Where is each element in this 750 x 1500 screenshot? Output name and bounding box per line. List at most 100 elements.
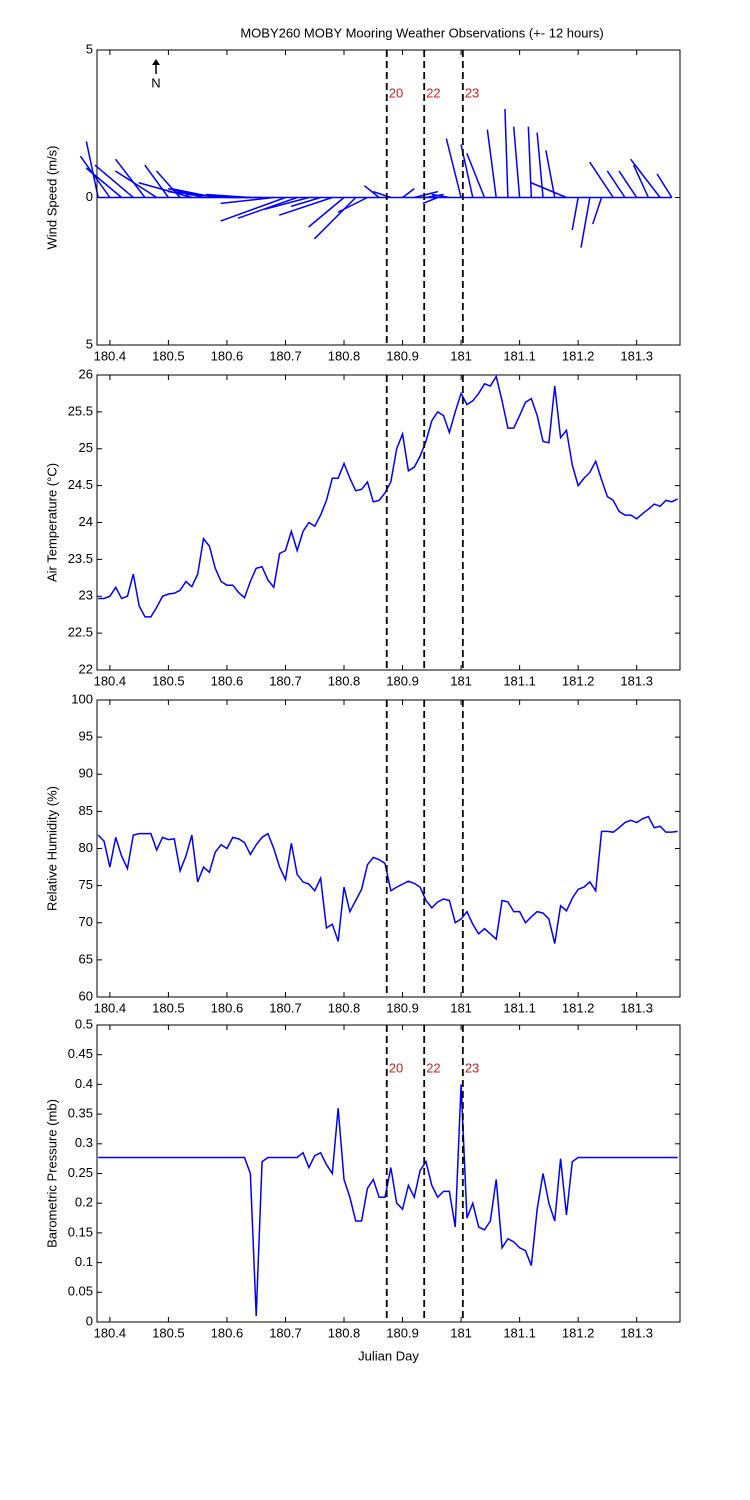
wind-stick [630,158,661,198]
wind-stick [592,197,603,225]
y-tick-label: 23 [79,588,93,603]
y-axis-label: Relative Humidity (%) [44,786,59,911]
x-tick-label: 180.4 [94,673,127,688]
x-tick-label: 180.8 [328,1325,361,1340]
wind-stick [606,170,626,198]
x-tick-label: 181 [450,1000,472,1015]
y-tick-label: 0.25 [68,1165,93,1180]
x-tick-label: 180.8 [328,673,361,688]
wind-stick [290,196,321,208]
wind-stick [486,129,497,198]
event-label: 23 [465,85,479,100]
wind-stick [618,170,638,198]
y-tick-label: 65 [79,951,93,966]
wind-stick [425,193,444,199]
y-tick-label: 0.5 [75,1016,93,1031]
y-tick-label: 5 [86,41,93,56]
data-line [98,1084,678,1317]
y-tick-label: 0.45 [68,1046,93,1061]
y-axis-label: Barometric Pressure (mb) [44,1099,59,1248]
wind-stick [445,138,462,198]
y-tick-label: 23.5 [68,551,93,566]
x-tick-label: 181.1 [503,348,536,363]
wind-stick [278,196,333,216]
x-tick-label: 181.2 [562,1325,595,1340]
event-label: 22 [426,85,440,100]
y-tick-label: 0.1 [75,1254,93,1269]
x-tick-label: 180.4 [94,1000,127,1015]
event-label: 22 [426,1060,440,1075]
x-axis-label: Julian Day [358,1348,419,1363]
wind-stick [220,196,286,222]
x-tick-label: 181.2 [562,348,595,363]
y-tick-label: 80 [79,840,93,855]
y-tick-label: 0.3 [75,1135,93,1150]
x-tick-label: 180.6 [211,1000,244,1015]
wind-stick [402,188,415,199]
y-tick-label: 22 [79,661,93,676]
wind-stick [527,126,533,198]
y-tick-label: 0.4 [75,1076,93,1091]
wind-stick [504,108,509,198]
x-tick-label: 181 [450,673,472,688]
y-tick-label: 22.5 [68,625,93,640]
y-tick-label: 0 [86,1313,93,1328]
x-tick-label: 180.4 [94,1325,127,1340]
wind-stick [114,170,158,199]
y-tick-label: 0 [86,189,93,204]
y-tick-label: 95 [79,729,93,744]
wind-stick [656,173,673,198]
y-axis-label: Wind Speed (m/s) [44,145,59,249]
wind-stick [94,164,134,199]
x-tick-label: 181.1 [503,1000,536,1015]
x-tick-label: 180.7 [269,348,302,363]
wind-stick [85,167,123,199]
wind-stick [85,141,99,198]
x-tick-label: 180.6 [211,673,244,688]
x-tick-label: 180.7 [269,1000,302,1015]
chart-title: MOBY260 MOBY Mooring Weather Observation… [240,25,603,40]
x-tick-label: 180.5 [152,673,185,688]
y-axis-label: Air Temperature (°C) [44,463,59,582]
plot-frame [96,49,681,346]
wind-stick [545,150,556,198]
x-tick-label: 180.4 [94,348,127,363]
event-label: 20 [389,1060,403,1075]
wind-stick [220,196,274,205]
wind-stick [308,196,345,228]
plot-frame [96,1024,681,1323]
x-tick-label: 180.5 [152,1325,185,1340]
y-tick-label: 25.5 [68,403,93,418]
wind-stick [466,152,486,198]
x-tick-label: 180.5 [152,1000,185,1015]
x-tick-label: 181 [450,348,472,363]
x-tick-label: 181.1 [503,1325,536,1340]
wind-stick [530,182,567,199]
wind-stick [414,190,439,199]
y-tick-label: 5 [86,336,93,351]
plot-frame [96,699,681,998]
y-tick-label: 0.05 [68,1284,93,1299]
wind-stick [114,158,146,198]
x-tick-label: 180.7 [269,673,302,688]
wind-stick [372,190,392,199]
x-tick-label: 181.2 [562,1000,595,1015]
wind-stick [363,185,380,199]
y-tick-label: 70 [79,914,93,929]
x-tick-label: 180.8 [328,1000,361,1015]
x-tick-label: 180.6 [211,348,244,363]
wind-stick [589,161,614,198]
y-tick-label: 24 [79,514,93,529]
x-tick-label: 181.3 [620,348,653,363]
wind-stick [431,193,450,199]
x-tick-label: 180.7 [269,1325,302,1340]
wind-stick [571,197,579,231]
x-tick-label: 180.6 [211,1325,244,1340]
x-tick-label: 181 [450,1325,472,1340]
wind-stick [422,196,438,205]
north-label: N [151,75,160,90]
x-tick-label: 181.2 [562,673,595,688]
x-tick-label: 181.3 [620,673,653,688]
data-line [97,815,678,944]
